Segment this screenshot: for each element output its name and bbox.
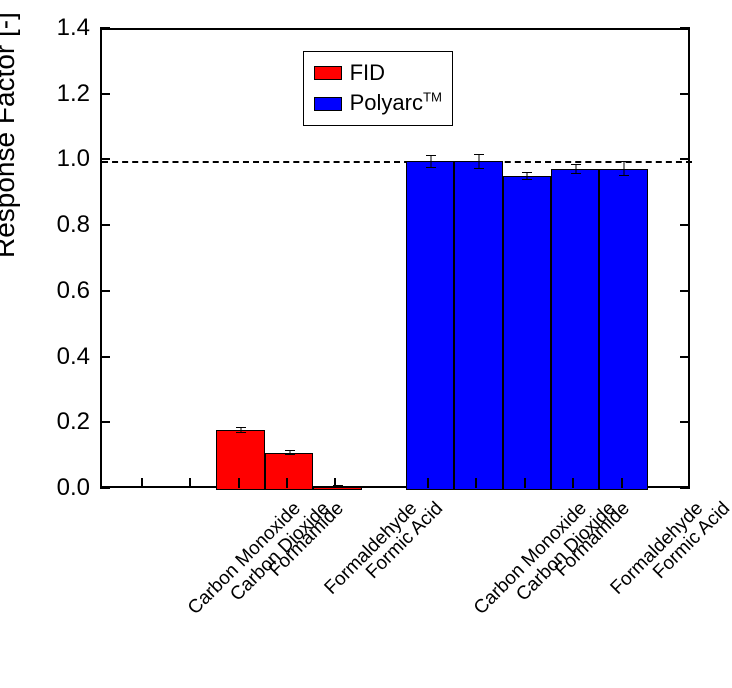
y-tick-label: 0.2	[57, 408, 90, 436]
y-tick-label: 0.0	[57, 474, 90, 502]
y-tick-label: 1.4	[57, 14, 90, 42]
x-tick	[475, 478, 477, 488]
x-tick	[141, 478, 143, 488]
y-tick	[680, 93, 690, 95]
x-tick	[427, 478, 429, 488]
legend-swatch	[314, 97, 342, 111]
legend-swatch	[314, 66, 342, 80]
y-tick	[100, 487, 110, 489]
x-tick	[189, 478, 191, 488]
y-tick	[100, 27, 110, 29]
bar-fid-4	[313, 487, 361, 490]
y-tick-label: 1.2	[57, 80, 90, 108]
bar-fid-3	[265, 453, 313, 490]
y-tick	[680, 487, 690, 489]
y-tick-label: 0.6	[57, 277, 90, 305]
y-tick	[100, 290, 110, 292]
y-tick-label: 1.0	[57, 145, 90, 173]
bar-polyarc-3	[551, 169, 599, 490]
x-tick	[238, 478, 240, 488]
y-tick	[680, 356, 690, 358]
y-tick	[680, 224, 690, 226]
reference-line	[102, 161, 692, 163]
x-tick	[572, 478, 574, 488]
legend-label: FID	[350, 58, 385, 89]
y-tick	[680, 27, 690, 29]
x-tick	[524, 478, 526, 488]
x-tick	[334, 478, 336, 488]
y-tick	[100, 421, 110, 423]
y-tick	[100, 158, 110, 160]
y-tick	[680, 290, 690, 292]
y-tick	[100, 224, 110, 226]
y-tick-label: 0.8	[57, 211, 90, 239]
bar-polyarc-1	[454, 161, 502, 490]
y-tick	[680, 158, 690, 160]
x-tick	[621, 478, 623, 488]
x-tick	[286, 478, 288, 488]
bar-polyarc-2	[503, 176, 551, 490]
y-tick	[680, 421, 690, 423]
legend-item: PolyarcTM	[314, 88, 442, 119]
legend-item: FID	[314, 58, 442, 89]
y-tick-label: 0.4	[57, 343, 90, 371]
legend: FIDPolyarcTM	[303, 51, 453, 127]
chart-container: Response Factor [-] FIDPolyarcTM 0.00.20…	[0, 0, 732, 688]
y-tick	[100, 356, 110, 358]
bar-polyarc-4	[599, 169, 647, 490]
plot-area: FIDPolyarcTM	[100, 28, 690, 488]
bar-fid-2	[216, 430, 264, 490]
y-tick	[100, 93, 110, 95]
legend-label: PolyarcTM	[350, 88, 442, 119]
bar-polyarc-0	[406, 161, 454, 490]
